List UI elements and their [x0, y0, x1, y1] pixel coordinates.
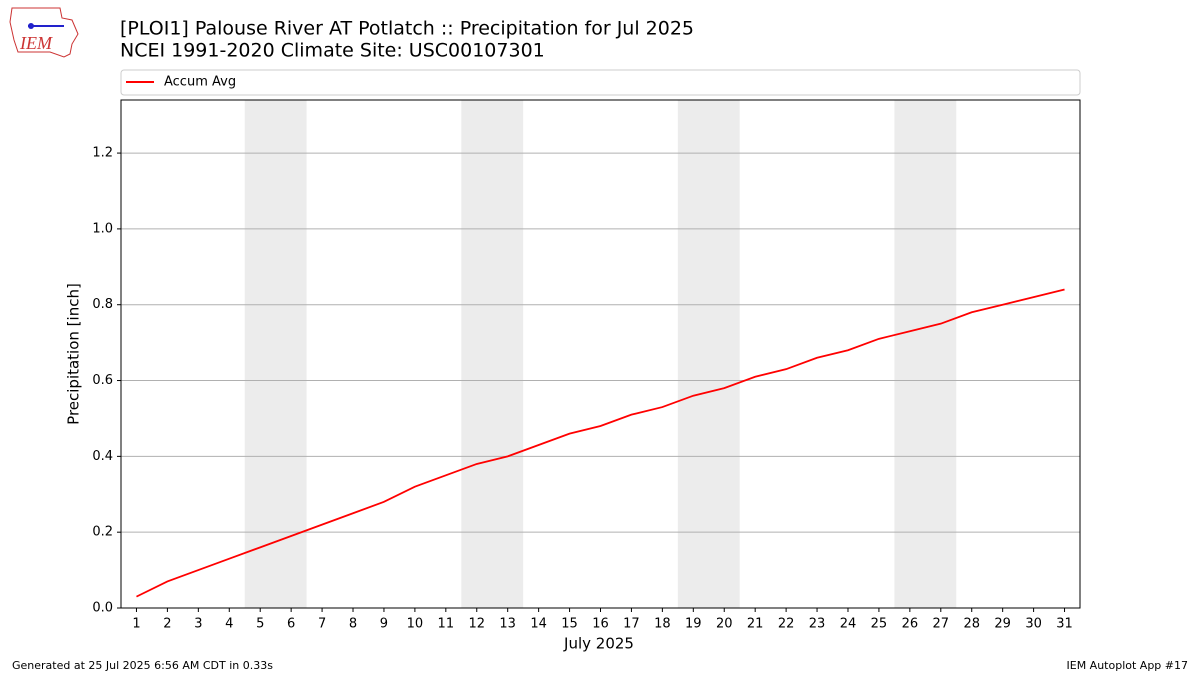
x-tick-label: 4: [225, 617, 233, 632]
weekend-band: [244, 100, 307, 608]
y-axis-label: Precipitation [inch]: [65, 283, 83, 425]
x-tick-label: 15: [561, 617, 578, 632]
y-tick-label: 0.4: [92, 449, 113, 464]
plot-frame: [120, 99, 1081, 609]
x-tick-label: 10: [407, 617, 424, 632]
weekend-band: [461, 100, 524, 608]
y-tick-label: 1.0: [92, 221, 113, 236]
x-tick-label: 5: [256, 617, 264, 632]
chart-subtitle: NCEI 1991-2020 Climate Site: USC00107301: [120, 40, 545, 62]
logo-icon: [28, 23, 34, 29]
x-tick-label: 12: [468, 617, 485, 632]
x-tick-label: 26: [902, 617, 919, 632]
y-tick-label: 0.6: [92, 373, 113, 388]
x-axis-label: July 2025: [563, 635, 634, 653]
legend-label: Accum Avg: [164, 75, 236, 90]
x-tick-label: 22: [778, 617, 795, 632]
chart-title: [PLOI1] Palouse River AT Potlatch :: Pre…: [120, 18, 694, 40]
logo-text: IEM: [19, 33, 53, 53]
logo: IEM: [9, 7, 79, 58]
x-tick-label: 27: [933, 617, 950, 632]
x-tick-label: 11: [438, 617, 455, 632]
x-tick-label: 30: [1025, 617, 1042, 632]
x-tick-label: 23: [809, 617, 826, 632]
x-tick-label: 19: [685, 617, 702, 632]
x-tick-label: 31: [1056, 617, 1073, 632]
x-tick-label: 8: [349, 617, 357, 632]
x-tick-label: 16: [592, 617, 609, 632]
data-line: [136, 288, 1065, 598]
x-tick-label: 3: [194, 617, 202, 632]
x-tick-label: 25: [871, 617, 888, 632]
x-tick-label: 20: [716, 617, 733, 632]
weekend-band: [894, 100, 957, 608]
x-tick-label: 14: [530, 617, 547, 632]
weekend-band: [677, 100, 740, 608]
x-tick-label: 9: [380, 617, 388, 632]
x-tick-label: 17: [623, 617, 640, 632]
x-tick-label: 2: [163, 617, 171, 632]
x-tick-label: 21: [747, 617, 764, 632]
x-tick-label: 29: [994, 617, 1011, 632]
logo-outline: [9, 7, 79, 58]
x-tick-label: 13: [499, 617, 516, 632]
y-tick-label: 0.2: [92, 525, 113, 540]
footer-right: IEM Autoplot App #17: [1067, 659, 1189, 672]
footer-left: Generated at 25 Jul 2025 6:56 AM CDT in …: [12, 659, 273, 672]
x-tick-label: 7: [318, 617, 326, 632]
y-tick-label: 0.0: [92, 601, 113, 616]
x-tick-label: 6: [287, 617, 295, 632]
y-tick-label: 1.2: [92, 146, 113, 161]
x-tick-label: 1: [132, 617, 140, 632]
x-tick-label: 24: [840, 617, 857, 632]
y-tick-label: 0.8: [92, 297, 113, 312]
x-tick-label: 18: [654, 617, 671, 632]
legend-box: [120, 69, 1081, 96]
x-tick-label: 28: [963, 617, 980, 632]
